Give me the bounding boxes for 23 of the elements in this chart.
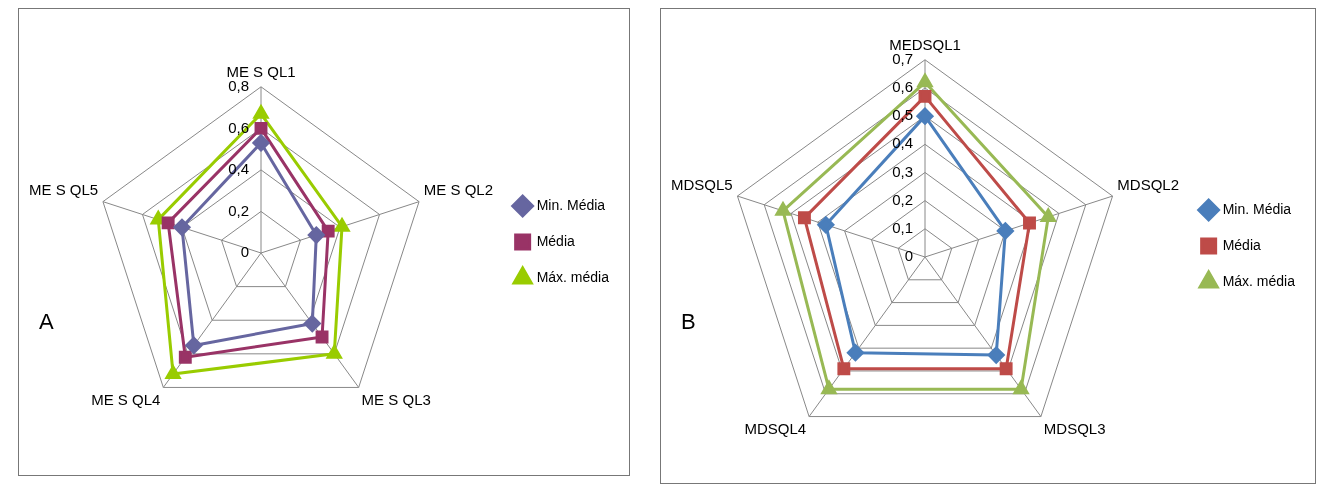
text: A — [39, 309, 54, 335]
spoke-label: MDSQL5 — [671, 175, 733, 193]
legend-label: Máx. média — [536, 268, 610, 285]
y-tick-label: 0,1 — [892, 218, 913, 236]
legend-label: Máx. média — [1222, 272, 1296, 289]
y-tick-label: 0,3 — [892, 162, 913, 180]
legend-label: Min. Média — [536, 196, 606, 213]
spoke-label: MDSQL4 — [744, 419, 807, 437]
spoke-label: ME S QL5 — [28, 181, 99, 199]
spoke-label: MDSQL2 — [1117, 175, 1179, 193]
y-tick-label: 0 — [240, 243, 249, 261]
legend-label: Média — [536, 232, 575, 249]
spoke-label: MDSQL3 — [1043, 419, 1106, 437]
spoke-label: ME S QL2 — [423, 181, 494, 199]
spoke-label: ME S QL3 — [361, 390, 431, 408]
text: B — [681, 309, 696, 335]
y-tick-label: 0 — [904, 247, 913, 265]
y-tick-label: 0,6 — [892, 78, 913, 96]
legend-label: Min. Média — [1222, 200, 1292, 217]
legend-label: Média — [1222, 236, 1261, 253]
spoke-label: ME S QL4 — [91, 390, 161, 408]
y-tick-label: 0,2 — [892, 190, 913, 208]
y-tick-label: 0,2 — [228, 201, 249, 219]
